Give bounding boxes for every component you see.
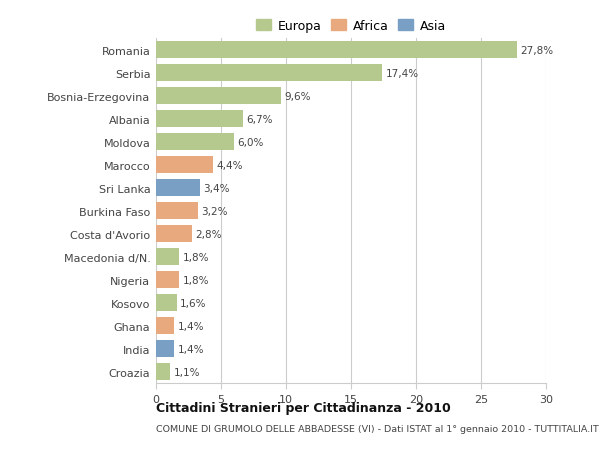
Bar bbox=[156, 226, 193, 242]
Text: 1,1%: 1,1% bbox=[173, 367, 200, 377]
Text: COMUNE DI GRUMOLO DELLE ABBADESSE (VI) - Dati ISTAT al 1° gennaio 2010 - TUTTITA: COMUNE DI GRUMOLO DELLE ABBADESSE (VI) -… bbox=[156, 425, 599, 434]
Bar bbox=[156, 295, 177, 311]
Text: Cittadini Stranieri per Cittadinanza - 2010: Cittadini Stranieri per Cittadinanza - 2… bbox=[156, 402, 451, 414]
Text: 3,2%: 3,2% bbox=[201, 206, 227, 216]
Bar bbox=[156, 272, 179, 288]
Bar bbox=[156, 249, 179, 265]
Bar bbox=[156, 203, 197, 219]
Bar bbox=[156, 364, 170, 380]
Text: 6,0%: 6,0% bbox=[237, 137, 263, 147]
Bar bbox=[156, 341, 174, 357]
Bar bbox=[156, 180, 200, 196]
Text: 9,6%: 9,6% bbox=[284, 91, 311, 101]
Text: 1,8%: 1,8% bbox=[182, 275, 209, 285]
Text: 2,8%: 2,8% bbox=[196, 229, 222, 239]
Bar bbox=[156, 318, 174, 334]
Text: 3,4%: 3,4% bbox=[203, 183, 230, 193]
Legend: Europa, Africa, Asia: Europa, Africa, Asia bbox=[253, 16, 449, 36]
Text: 17,4%: 17,4% bbox=[385, 68, 419, 78]
Text: 1,8%: 1,8% bbox=[182, 252, 209, 262]
Bar bbox=[156, 88, 281, 105]
Bar bbox=[156, 65, 382, 82]
Bar bbox=[156, 134, 234, 151]
Text: 1,4%: 1,4% bbox=[178, 344, 204, 354]
Text: 27,8%: 27,8% bbox=[521, 45, 554, 56]
Text: 4,4%: 4,4% bbox=[217, 160, 243, 170]
Text: 1,4%: 1,4% bbox=[178, 321, 204, 331]
Bar bbox=[156, 42, 517, 59]
Text: 1,6%: 1,6% bbox=[180, 298, 206, 308]
Bar bbox=[156, 157, 213, 174]
Text: 6,7%: 6,7% bbox=[247, 114, 273, 124]
Bar bbox=[156, 111, 243, 128]
